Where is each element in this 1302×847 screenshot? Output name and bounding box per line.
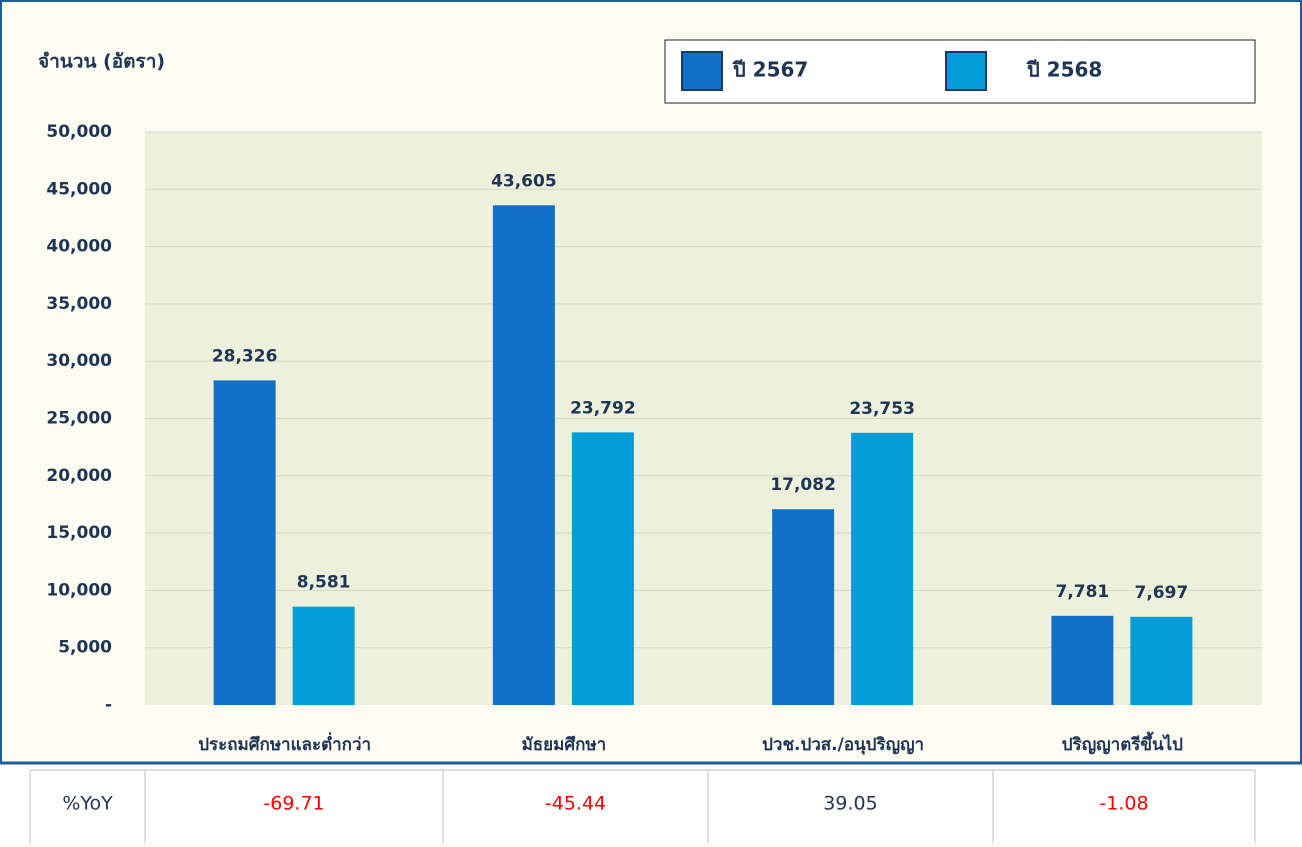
legend-label: ปี 2567 <box>732 58 809 82</box>
table-cell: -1.08 <box>1099 793 1148 815</box>
y-tick-label: 20,000 <box>46 466 112 486</box>
value-label: 7,697 <box>1134 583 1188 603</box>
bar <box>1051 615 1114 705</box>
y-tick-label: 40,000 <box>46 237 112 257</box>
value-label: 8,581 <box>297 573 351 593</box>
value-label: 7,781 <box>1055 582 1109 602</box>
bar <box>213 380 276 705</box>
bar <box>772 509 835 705</box>
y-tick-label: 45,000 <box>46 179 112 199</box>
value-label: 23,792 <box>570 398 636 418</box>
table-cell: -45.44 <box>545 793 606 815</box>
x-tick-label: ปวช.ปวส./อนุปริญญา <box>762 735 924 755</box>
y-axis-title: จำนวน (อัตรา) <box>38 51 165 73</box>
value-label: 23,753 <box>849 399 915 419</box>
y-tick-label: 35,000 <box>46 294 112 314</box>
bar <box>1130 616 1193 705</box>
value-label: 28,326 <box>212 346 278 366</box>
legend-label: ปี 2568 <box>1026 58 1103 82</box>
bar <box>292 606 355 705</box>
value-label: 17,082 <box>770 475 836 495</box>
y-tick-label: 10,000 <box>46 580 112 600</box>
table-cell: -69.71 <box>263 793 324 815</box>
table-cell: 39.05 <box>823 793 877 815</box>
bar <box>571 432 634 705</box>
y-tick-label: 5,000 <box>58 638 112 658</box>
bar <box>492 205 555 706</box>
x-tick-label: มัธยมศึกษา <box>522 735 607 755</box>
y-tick-label: - <box>105 695 112 715</box>
y-tick-label: 50,000 <box>46 122 112 142</box>
x-tick-label: ปริญญาตรีขึ้นไป <box>1062 731 1183 755</box>
legend-swatch <box>945 51 987 91</box>
y-tick-label: 25,000 <box>46 409 112 429</box>
x-tick-label: ประถมศึกษาและต่ำกว่า <box>198 732 371 755</box>
legend-swatch <box>681 51 723 91</box>
table-header: %YoY <box>62 793 113 815</box>
value-label: 43,605 <box>491 171 557 191</box>
y-tick-label: 30,000 <box>46 351 112 371</box>
bar <box>851 432 914 705</box>
table-bg <box>0 762 1302 843</box>
y-tick-label: 15,000 <box>46 523 112 543</box>
